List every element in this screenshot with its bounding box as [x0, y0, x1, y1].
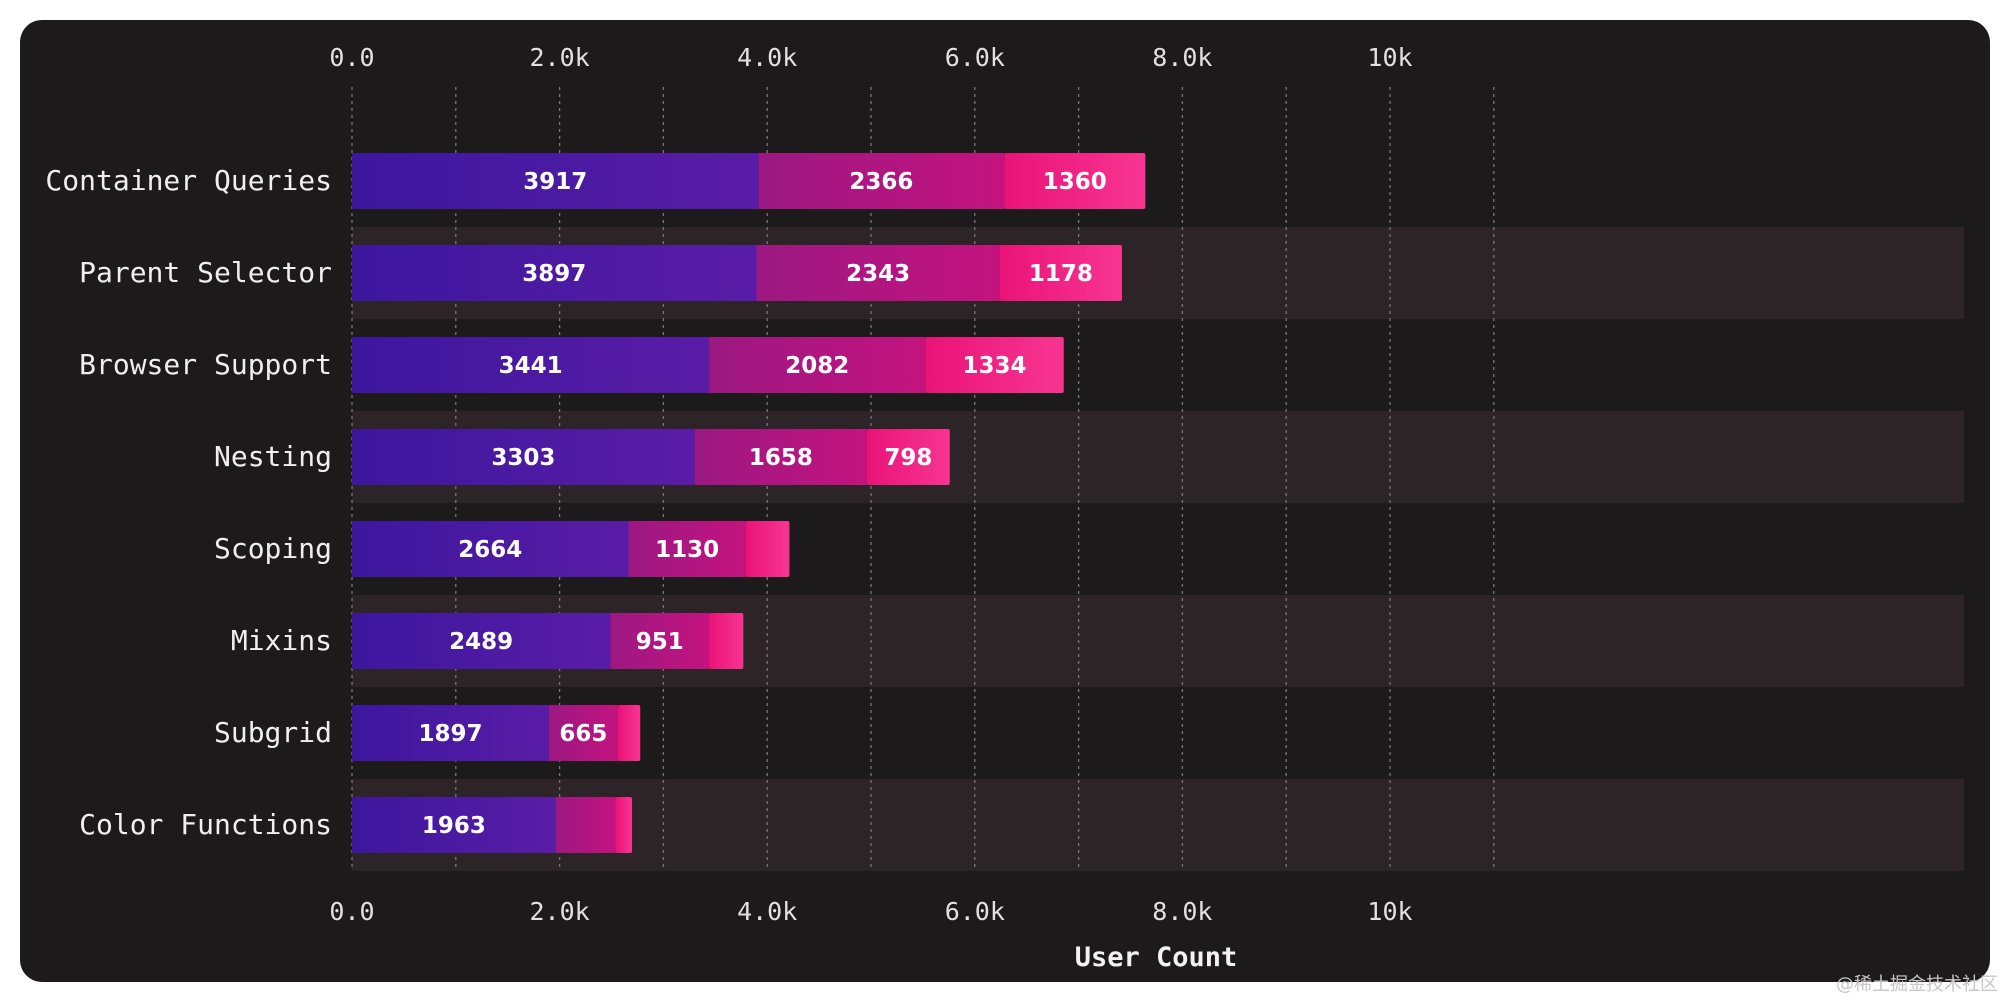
data-label: 2343: [846, 261, 910, 287]
bar-segment: [352, 153, 759, 209]
bar-segment: [925, 337, 1064, 393]
watermark: @稀土掘金技术社区: [1836, 974, 1998, 995]
x-tick-label-bottom: 8.0k: [1152, 897, 1212, 926]
data-label: 798: [884, 445, 932, 471]
category-label: Color Functions: [79, 808, 332, 841]
bar-segment: [756, 245, 1000, 301]
stacked-bar-chart: 0.0 0.0 2.0k 2.0k 4.0k 4.0k 6.0k 6.0k 8.0k 8.0k 10…: [45, 43, 1964, 973]
bar-segment: [352, 337, 710, 393]
x-axis-title: User Count: [1075, 942, 1238, 973]
bar-segment: [352, 521, 629, 577]
category-label: Parent Selector: [79, 256, 332, 289]
category-label: Nesting: [214, 440, 332, 473]
bar-segment: [352, 245, 757, 301]
bar-segment: [352, 705, 549, 761]
data-label: 2082: [785, 353, 849, 379]
x-tick-label-bottom: 2.0k: [529, 897, 589, 926]
data-label: 1334: [963, 353, 1027, 379]
category-label: Scoping: [214, 532, 332, 565]
bar-segment: [352, 613, 611, 669]
x-tick-label-top: 2.0k: [529, 43, 589, 72]
bar-segment: [352, 429, 695, 485]
data-label: 1130: [655, 537, 719, 563]
bar-segment: [555, 797, 616, 853]
bar-segment: [758, 153, 1005, 209]
data-label: 3441: [499, 353, 563, 379]
category-label: Browser Support: [79, 348, 332, 381]
bar-segment: [615, 797, 633, 853]
data-label: 1897: [418, 721, 482, 747]
bar-segment: [694, 429, 867, 485]
x-tick-label-bottom: 0.0: [329, 897, 374, 926]
bar-segment: [745, 521, 790, 577]
data-label: 1360: [1043, 169, 1107, 195]
data-label: 665: [559, 721, 607, 747]
data-label: 1963: [422, 813, 486, 839]
category-label: Mixins: [231, 624, 332, 657]
data-label: 2664: [458, 537, 522, 563]
x-tick-label-top: 8.0k: [1152, 43, 1212, 72]
x-tick-label-top: 4.0k: [737, 43, 797, 72]
x-tick-label-top: 6.0k: [945, 43, 1005, 72]
bar-segment: [628, 521, 746, 577]
bar-segment: [999, 245, 1122, 301]
data-label: 951: [636, 629, 684, 655]
data-label: 3303: [491, 445, 555, 471]
bar-segment: [709, 613, 744, 669]
x-tick-label-bottom: 4.0k: [737, 897, 797, 926]
bar-segment: [548, 705, 618, 761]
bar-segment: [709, 337, 926, 393]
bar-segment: [617, 705, 641, 761]
data-label: 2489: [449, 629, 513, 655]
bar-segment: [610, 613, 710, 669]
bar-segment: [352, 797, 556, 853]
bar-segment: [866, 429, 950, 485]
data-label: 1178: [1029, 261, 1093, 287]
data-label: 3897: [522, 261, 586, 287]
bar-segment: [1004, 153, 1146, 209]
data-label: 1658: [749, 445, 813, 471]
data-label: 2366: [849, 169, 913, 195]
x-tick-label-bottom: 10k: [1367, 897, 1412, 926]
x-tick-label-bottom: 6.0k: [945, 897, 1005, 926]
category-label: Container Queries: [45, 164, 332, 197]
x-tick-label-top: 10k: [1367, 43, 1412, 72]
data-label: 3917: [523, 169, 587, 195]
category-label: Subgrid: [214, 716, 332, 749]
chart-card: 0.0 0.0 2.0k 2.0k 4.0k 4.0k 6.0k 6.0k 8.0k 8.0k 10…: [20, 20, 1990, 982]
x-tick-label-top: 0.0: [329, 43, 374, 72]
